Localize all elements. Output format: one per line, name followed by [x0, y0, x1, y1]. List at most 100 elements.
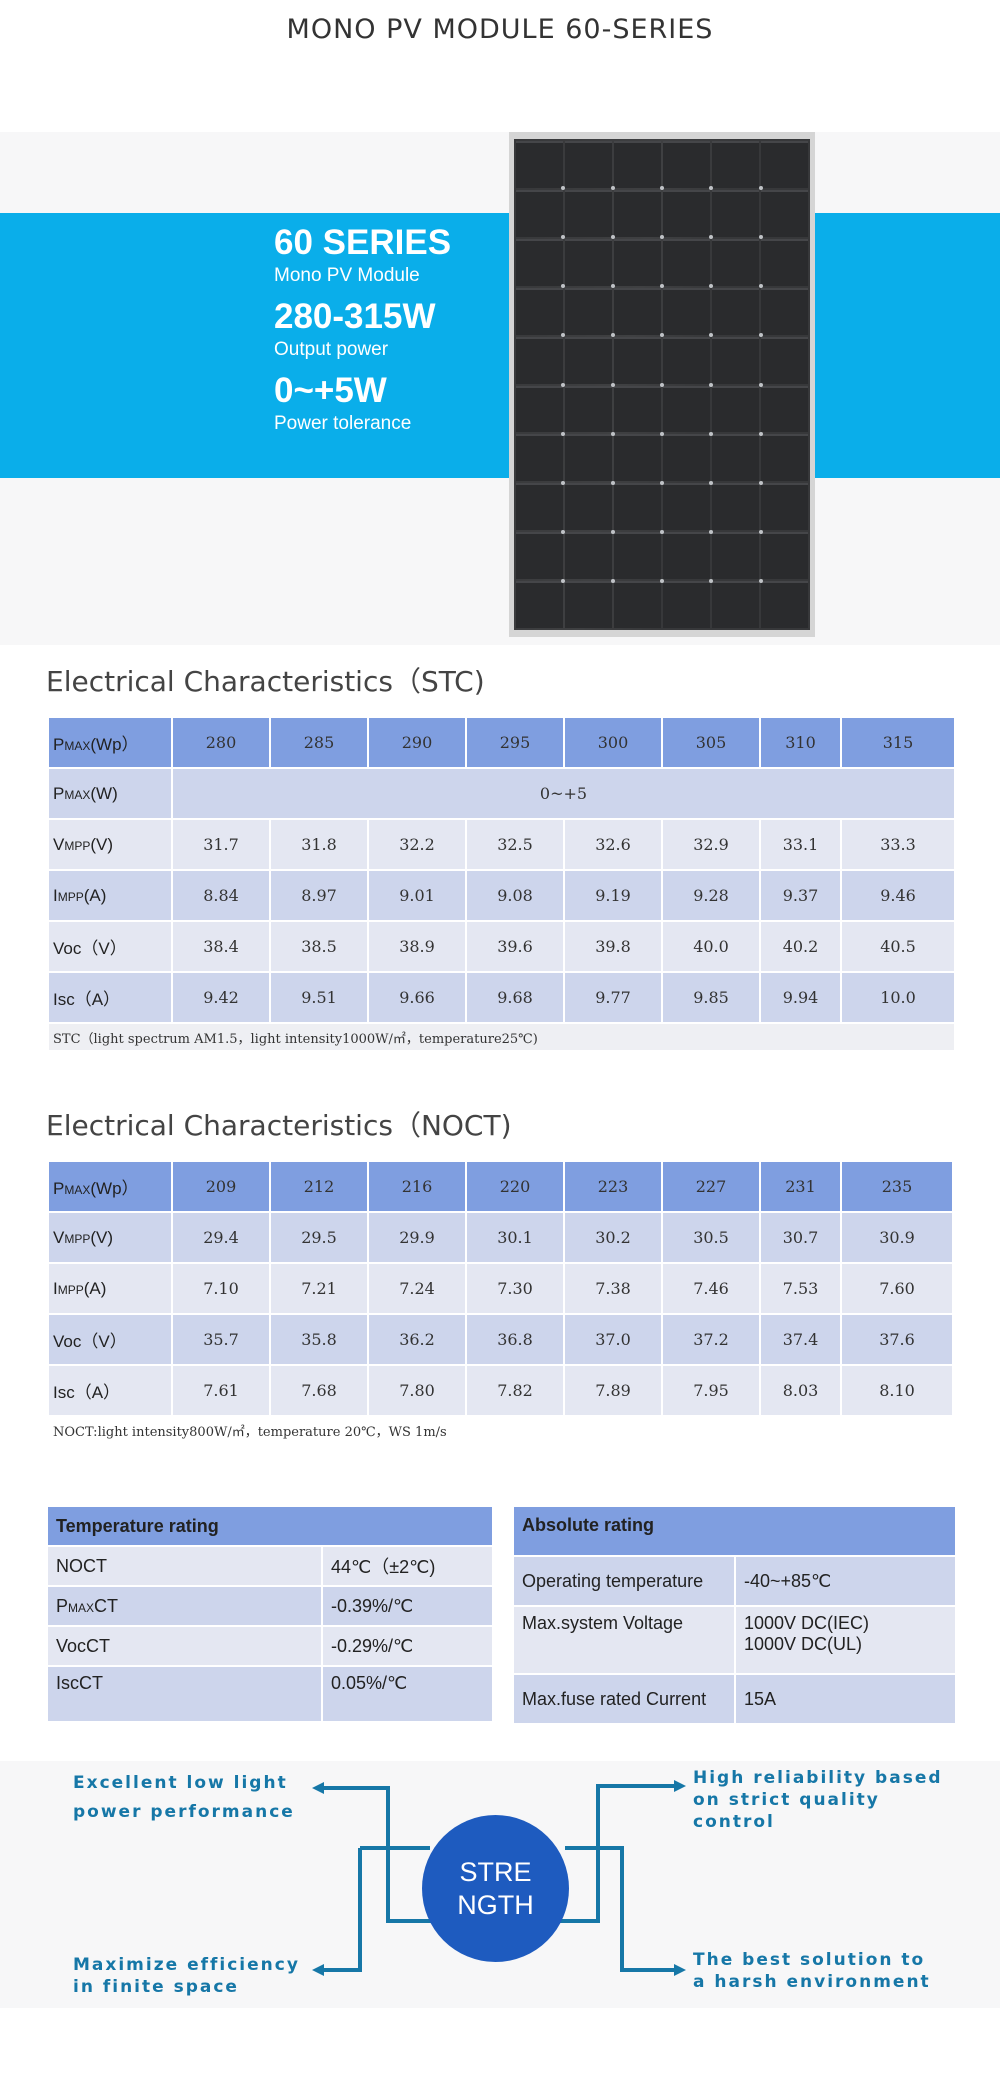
stc-row-label: Isc（A） [47, 971, 173, 1024]
stc-cell: 9.42 [171, 971, 271, 1024]
connector-top-left [318, 1786, 450, 1923]
label-sub: MAX [64, 1183, 91, 1197]
absolute-rating-row: Operating temperature -40~+85℃ [512, 1555, 958, 1607]
stc-cell: 8.97 [269, 869, 369, 922]
panel-cell [614, 238, 661, 286]
absolute-rating-value: 1000V DC(IEC) 1000V DC(UL) [733, 1605, 958, 1675]
temperature-rating-title: Temperature rating [45, 1505, 495, 1547]
absolute-rating-row: Max.system Voltage 1000V DC(IEC) 1000V DC… [512, 1605, 958, 1675]
noct-row: Voc（V） 35.7 35.8 36.2 36.8 37.0 37.2 37.… [47, 1313, 954, 1366]
noct-cell: 30.2 [563, 1211, 663, 1264]
panel-cell [516, 189, 563, 237]
label-main: VocCT [56, 1635, 111, 1656]
panel-cell [712, 287, 759, 335]
panel-cell [761, 336, 808, 384]
value-line: 1000V DC(UL) [744, 1634, 863, 1654]
stc-cell: 9.08 [465, 869, 565, 922]
panel-cell [663, 581, 710, 628]
panel-cell [712, 189, 759, 237]
arrowhead-bottom-right [674, 1964, 686, 1976]
noct-cell: 7.68 [269, 1364, 369, 1417]
panel-cell [516, 141, 563, 188]
temperature-rating-value: -0.29%/℃ [320, 1625, 495, 1667]
panel-cell [516, 434, 563, 482]
absolute-rating-label: Operating temperature [512, 1555, 736, 1607]
noct-cell: 36.2 [367, 1313, 467, 1366]
arrowhead-bottom-left [312, 1964, 324, 1976]
noct-cell: 7.53 [759, 1262, 842, 1315]
panel-cell [712, 141, 759, 188]
hero-power-sub: Output power [274, 339, 389, 360]
temperature-rating-row: IscCT 0.05%/℃ [46, 1665, 495, 1723]
strength-top-right: High reliability based on strict quality… [693, 1767, 943, 1833]
panel-cell [761, 189, 808, 237]
panel-cells [514, 139, 810, 630]
panel-cell [663, 385, 710, 433]
stc-cell: 39.8 [563, 920, 663, 973]
temperature-rating-table: Temperature rating NOCT 44℃（±2℃) PMAXCT … [45, 1505, 495, 1723]
absolute-rating-header: Absolute rating [511, 1505, 958, 1557]
panel-cell [712, 336, 759, 384]
panel-cell [516, 532, 563, 580]
noct-cell: 7.10 [171, 1262, 271, 1315]
panel-cell [712, 385, 759, 433]
label-sub: MAX [64, 787, 91, 802]
noct-header-value: 227 [661, 1160, 761, 1213]
noct-cell: 30.9 [840, 1211, 954, 1264]
label-main: P [56, 1595, 69, 1616]
noct-header-value: 212 [269, 1160, 369, 1213]
stc-cell: 31.7 [171, 818, 271, 871]
absolute-rating-table: Absolute rating Operating temperature -4… [511, 1505, 958, 1725]
stc-cell: 38.9 [367, 920, 467, 973]
panel-cell [761, 385, 808, 433]
noct-cell: 7.46 [661, 1262, 761, 1315]
label-tail: (Wp） [90, 1179, 139, 1198]
connector-bottom-left [318, 1848, 362, 1972]
stc-row: Voc（V） 38.4 38.5 38.9 39.6 39.8 40.0 40.… [47, 920, 956, 973]
strength-text-line: control [693, 1812, 775, 1832]
panel-cell [516, 336, 563, 384]
panel-cell [565, 189, 612, 237]
connector-bottom-right [565, 1846, 680, 1972]
stc-header-value: 295 [465, 716, 565, 769]
label-sub: MPP [64, 838, 91, 853]
label-tail: (V) [90, 1227, 114, 1247]
noct-cell: 30.5 [661, 1211, 761, 1264]
temperature-rating-value: 0.05%/℃ [320, 1665, 495, 1723]
stc-cell: 40.5 [840, 920, 956, 973]
panel-cell [516, 483, 563, 531]
strength-circle: STRE NGTH [422, 1815, 569, 1962]
noct-header-value: 220 [465, 1160, 565, 1213]
panel-cell [614, 336, 661, 384]
panel-cell [614, 581, 661, 628]
value-line: -40~+85℃ [744, 1570, 832, 1591]
stc-cell: 32.2 [367, 818, 467, 871]
temperature-rating-header: Temperature rating [45, 1505, 495, 1547]
label-sub: MPP [64, 1231, 91, 1246]
stc-cell: 9.01 [367, 869, 467, 922]
stc-row: Isc（A） 9.42 9.51 9.66 9.68 9.77 9.85 9.9… [47, 971, 956, 1024]
panel-cell [712, 483, 759, 531]
label-main: Voc（V） [53, 939, 127, 958]
stc-header-value: 315 [840, 716, 956, 769]
stc-cell: 9.85 [661, 971, 761, 1024]
label-main: NOCT [56, 1555, 107, 1576]
noct-cell: 35.7 [171, 1313, 271, 1366]
panel-cell [565, 385, 612, 433]
absolute-rating-label: Max.fuse rated Current [512, 1673, 736, 1725]
panel-cell [663, 238, 710, 286]
stc-cell: 9.94 [759, 971, 842, 1024]
strength-text-line: High reliability based [693, 1768, 943, 1788]
panel-cell [614, 189, 661, 237]
stc-cell: 31.8 [269, 818, 369, 871]
stc-tolerance-label: PMAX(W) [47, 767, 173, 820]
temperature-rating-value: 44℃（±2℃) [320, 1545, 495, 1587]
strength-line-1: STRE [459, 1856, 532, 1887]
panel-cell [663, 336, 710, 384]
temperature-rating-label: PMAXCT [46, 1585, 323, 1627]
temperature-rating-label: IscCT [46, 1665, 323, 1723]
mono-pv-panel-image [509, 132, 815, 637]
noct-cell: 30.1 [465, 1211, 565, 1264]
panel-cell [516, 385, 563, 433]
noct-row-label: VMPP(V) [47, 1211, 173, 1264]
